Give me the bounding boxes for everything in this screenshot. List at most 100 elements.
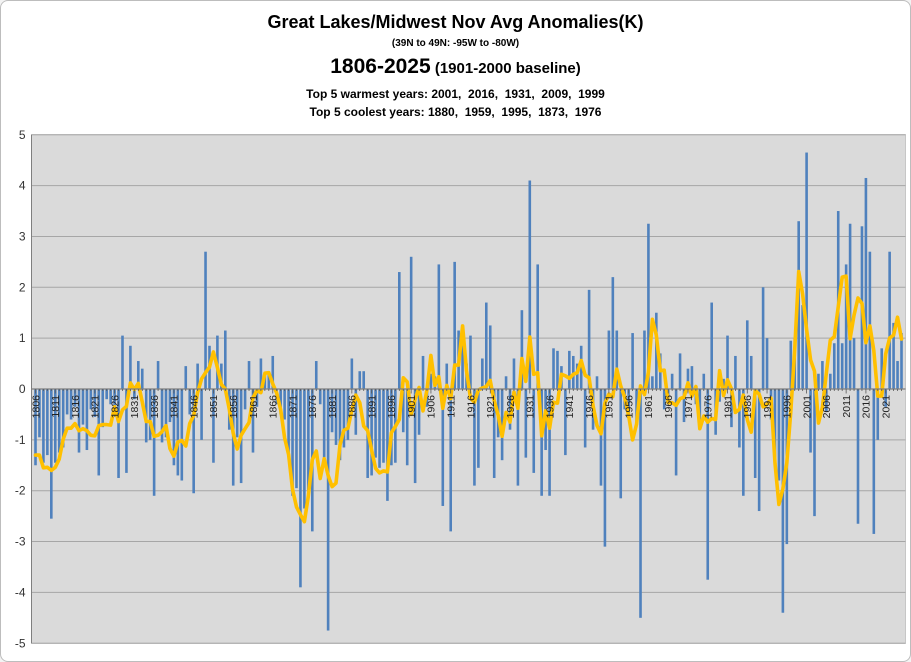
bar-2007 (829, 373, 832, 389)
bar-1831 (133, 389, 136, 400)
x-tick-label: 1941 (564, 395, 576, 419)
x-tick-label: 1846 (188, 395, 200, 419)
bar-2019 (876, 389, 880, 440)
y-tick-label: -2 (15, 484, 26, 498)
bar-1880 (326, 389, 330, 631)
bar-1862 (255, 389, 259, 407)
bar-1879 (322, 389, 326, 466)
bar-1965 (662, 389, 666, 410)
bar-1928 (516, 389, 520, 486)
bar-1982 (730, 389, 733, 428)
bar-2012 (848, 223, 852, 389)
bar-1970 (682, 389, 686, 423)
axis-lines (31, 134, 906, 644)
bar-1975 (702, 373, 706, 389)
x-tick-label: 1816 (70, 395, 82, 419)
bar-1828 (121, 335, 124, 389)
bar-1993 (773, 389, 777, 466)
bar-1830 (129, 345, 132, 389)
x-tick-label: 1986 (742, 395, 754, 419)
x-tick-label: 1971 (683, 395, 695, 419)
bar-1925 (504, 376, 508, 389)
bar-1851 (212, 389, 215, 463)
bar-1810 (50, 389, 53, 519)
bar-1911 (449, 389, 453, 532)
x-tick-label: 2006 (821, 395, 833, 419)
bar-1952 (611, 277, 615, 389)
bar-2005 (821, 361, 824, 389)
bar-2025 (900, 333, 903, 389)
bar-1822 (97, 389, 101, 476)
x-tick-label: 1996 (782, 395, 794, 419)
bar-1977 (710, 302, 713, 389)
bar-2013 (852, 338, 856, 389)
bar-1849 (204, 251, 207, 389)
x-tick-label: 1976 (703, 395, 715, 419)
bar-1893 (378, 389, 381, 468)
bar-1877 (314, 361, 318, 389)
bar-1904 (421, 355, 425, 389)
bar-1980 (722, 378, 725, 389)
y-tick-label: -5 (15, 636, 26, 650)
x-tick-label: 1876 (307, 395, 319, 419)
bar-2000 (801, 305, 804, 389)
bar-1809 (46, 389, 49, 456)
bar-2021 (884, 389, 887, 407)
x-tick-label: 1901 (406, 395, 418, 419)
x-tick-label: 2021 (880, 395, 892, 419)
bar-1816 (73, 389, 77, 407)
bar-1881 (330, 389, 334, 433)
top5-coolest-caption: Top 5 coolest years: 1880, 1959, 1995, 1… (309, 105, 602, 119)
bar-1997 (789, 340, 793, 389)
bar-1854 (224, 330, 227, 389)
bar-1979 (718, 389, 721, 402)
bar-1916 (469, 335, 472, 389)
y-tick-label: 3 (19, 229, 26, 243)
bar-1919 (481, 358, 484, 389)
bar-1951 (607, 330, 611, 389)
bar-1909 (441, 389, 445, 506)
y-tick-label: 2 (19, 280, 26, 294)
x-tick-label: 1966 (663, 395, 675, 419)
y-axis-labels: 5 4 3 2 1 0 -1 -2 -3 -4 -5 (15, 128, 26, 651)
x-tick-label: 1951 (604, 395, 616, 419)
x-tick-label: 1861 (248, 395, 260, 419)
bar-1826 (113, 389, 116, 417)
bar-1903 (417, 389, 421, 435)
bar-2002 (809, 389, 812, 453)
x-tick-label: 1981 (722, 395, 734, 419)
bar-2024 (896, 361, 899, 389)
bar-2016 (864, 177, 868, 389)
bar-1922 (492, 389, 496, 478)
bar-2022 (888, 251, 891, 389)
bar-1838 (160, 389, 164, 443)
bar-1962 (651, 376, 654, 389)
bar-2017 (868, 251, 872, 389)
bar-1984 (738, 389, 741, 448)
bar-1860 (247, 361, 251, 389)
bar-1861 (251, 389, 255, 453)
bar-1874 (303, 389, 306, 509)
bar-1929 (520, 310, 524, 389)
bar-2006 (825, 389, 828, 412)
bar-1946 (587, 289, 591, 389)
chart-region-subtitle: (39N to 49N: -95W to -80W) (391, 38, 520, 49)
x-tick-label: 1806 (30, 395, 42, 419)
top5-warmest-caption: Top 5 warmest years: 2001, 2016, 1931, 2… (306, 87, 605, 101)
bar-1884 (342, 389, 346, 448)
bar-1983 (734, 355, 737, 389)
bar-2003 (813, 389, 816, 517)
bar-2011 (844, 264, 848, 389)
bar-2008 (832, 343, 836, 389)
bar-1930 (524, 389, 528, 458)
bar-1827 (117, 389, 120, 478)
baseline-note: (1901-2000 baseline) (430, 60, 581, 77)
x-axis-labels: 1806 1811 1816 1821 1826 1831 1836 1841 1846 1851… (30, 395, 892, 419)
x-tick-label: 1826 (109, 395, 121, 419)
bar-1995 (781, 389, 785, 613)
bar-1968 (674, 389, 678, 476)
bar-1853 (220, 363, 223, 389)
bar-1807 (38, 389, 41, 438)
bar-1969 (678, 353, 682, 389)
